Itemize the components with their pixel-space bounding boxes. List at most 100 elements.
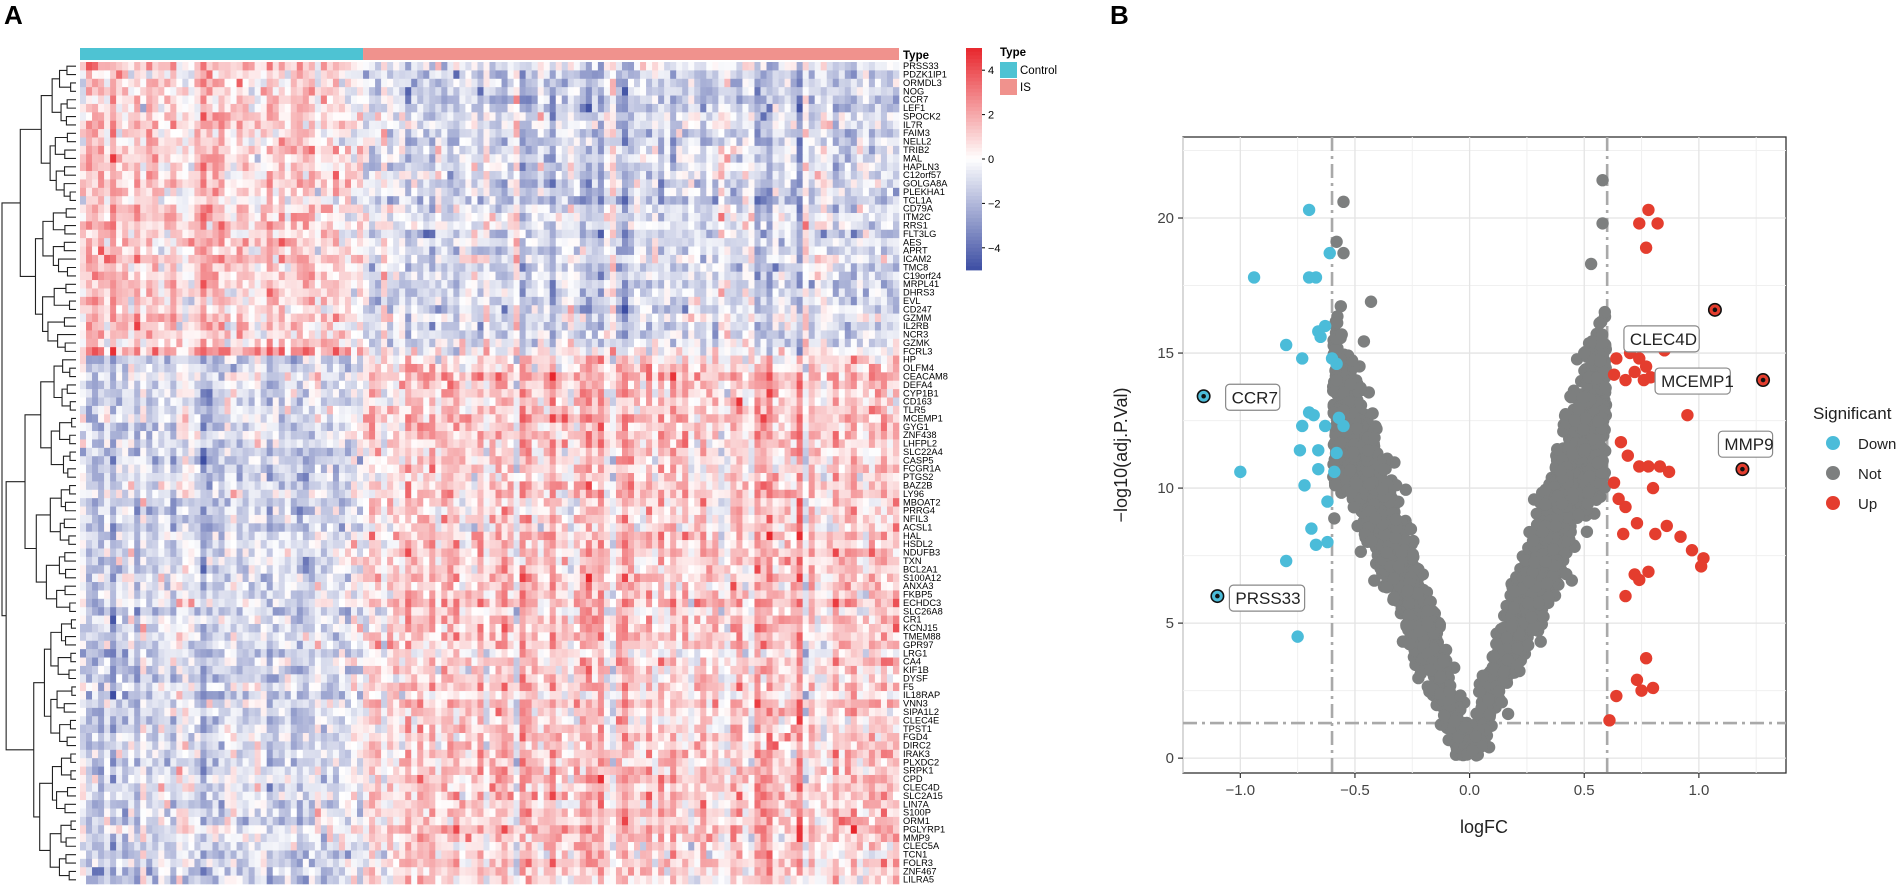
heat-cell <box>886 288 894 298</box>
dendrogram-branch <box>70 820 76 831</box>
heat-cell <box>736 296 743 306</box>
dendrogram-branch <box>70 652 76 663</box>
heat-cell <box>314 137 322 147</box>
heat-cell <box>80 129 87 138</box>
heat-cell <box>766 137 773 147</box>
heat-cell <box>892 338 900 348</box>
heat-cell <box>706 263 713 272</box>
heat-cell <box>603 78 611 88</box>
heat-cell <box>658 137 665 147</box>
heat-cell <box>748 271 755 281</box>
heat-cell <box>104 187 111 197</box>
heat-cell <box>122 62 129 71</box>
heat-cell <box>585 280 593 289</box>
heat-cell <box>850 305 858 314</box>
heat-cell <box>320 78 328 88</box>
heat-cell <box>868 263 876 272</box>
heat-cell <box>411 280 418 289</box>
heat-cell <box>363 296 370 306</box>
heat-cell <box>122 296 129 306</box>
heat-cell <box>128 95 135 105</box>
heat-cell <box>868 330 876 340</box>
heat-cell <box>471 112 478 122</box>
heat-cell <box>86 137 93 147</box>
heat-cell <box>363 347 370 356</box>
heat-cell <box>688 305 695 314</box>
heat-cell <box>501 355 508 365</box>
heat-cell <box>140 338 147 348</box>
heat-cell <box>381 254 388 264</box>
heat-cell <box>242 254 249 264</box>
heat-cell <box>170 212 177 222</box>
heat-cell <box>152 87 159 96</box>
heat-cell <box>176 103 183 113</box>
heat-cell <box>459 280 466 289</box>
heat-cell <box>483 95 490 105</box>
heat-cell <box>278 305 286 314</box>
heat-cell <box>158 288 165 298</box>
heat-cell <box>411 338 418 348</box>
heat-cell <box>248 322 255 331</box>
heat-cell <box>170 305 177 314</box>
heat-cell <box>453 322 460 331</box>
heat-cell <box>453 162 460 172</box>
heat-cell <box>104 145 111 155</box>
heat-cell <box>453 212 460 222</box>
heat-cell <box>712 238 719 247</box>
heat-cell <box>116 87 123 96</box>
heat-cell <box>712 87 719 96</box>
heat-cell <box>712 347 719 356</box>
heat-cell <box>296 171 304 180</box>
heat-cell <box>248 70 255 80</box>
heat-cell <box>357 187 364 197</box>
heat-cell <box>471 187 478 197</box>
heat-cell <box>615 87 623 96</box>
heat-cell <box>796 62 803 71</box>
heat-cell <box>200 322 207 331</box>
heat-cell <box>537 330 544 340</box>
heat-cell <box>652 355 659 365</box>
heat-cell <box>128 212 135 222</box>
heat-cell <box>417 313 424 323</box>
heat-cell <box>230 103 237 113</box>
heat-cell <box>242 271 249 281</box>
heat-cell <box>850 78 858 88</box>
heat-cell <box>676 62 683 71</box>
heat-cell <box>200 137 207 147</box>
heat-cell <box>453 305 460 314</box>
heat-cell <box>471 78 478 88</box>
heat-cell <box>688 129 695 138</box>
heat-cell <box>170 187 177 197</box>
heat-cell <box>447 187 454 197</box>
heat-cell <box>411 322 418 331</box>
heat-cell <box>314 246 322 256</box>
heat-cell <box>104 62 111 71</box>
heat-cell <box>224 322 231 331</box>
heat-cell <box>453 238 460 247</box>
heat-cell <box>862 238 870 247</box>
heat-cell <box>80 347 87 356</box>
heat-cell <box>766 162 773 172</box>
heat-cell <box>242 187 249 197</box>
heat-cell <box>375 129 382 138</box>
heat-cell <box>880 338 888 348</box>
heat-cell <box>712 263 719 272</box>
heat-cell <box>585 246 593 256</box>
heat-cell <box>808 288 815 298</box>
heat-cell <box>700 305 707 314</box>
heat-cell <box>92 187 99 197</box>
heat-cell <box>838 129 846 138</box>
heat-cell <box>513 162 520 172</box>
heat-cell <box>146 129 153 138</box>
heat-cell <box>621 313 629 323</box>
heat-cell <box>363 137 370 147</box>
heat-cell <box>826 87 834 96</box>
heat-cell <box>754 221 761 231</box>
heat-cell <box>212 296 219 306</box>
heat-cell <box>164 322 171 331</box>
heat-cell <box>628 313 635 323</box>
heat-cell <box>489 238 496 247</box>
heat-cell <box>308 204 316 214</box>
heat-cell <box>579 347 587 356</box>
heat-cell <box>585 145 593 155</box>
